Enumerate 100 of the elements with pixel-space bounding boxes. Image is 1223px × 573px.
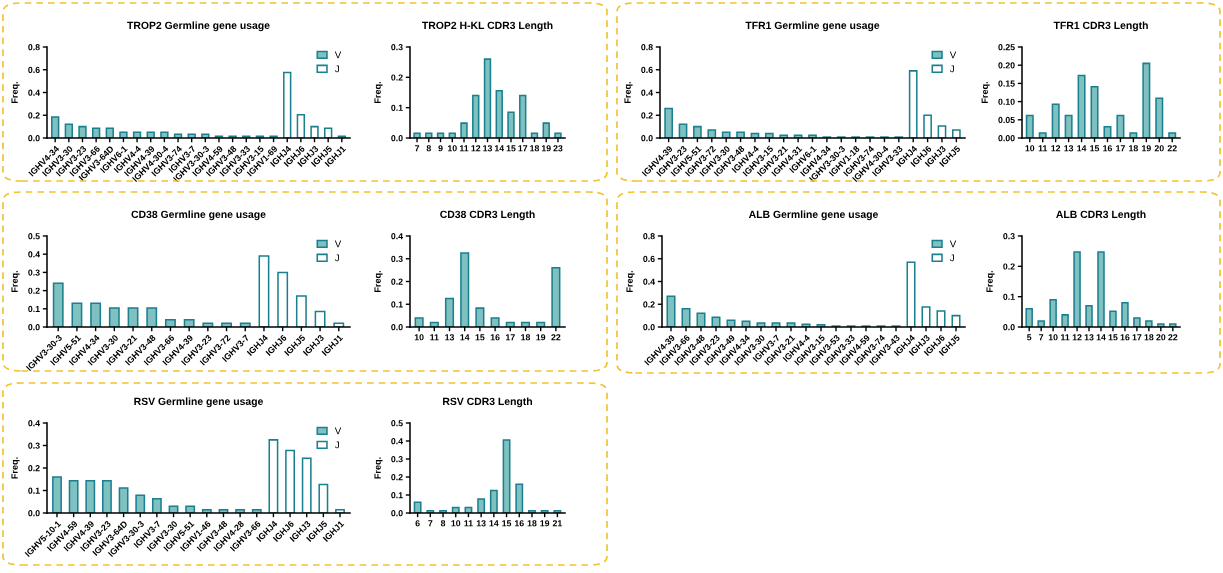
- y-tick-label: 0.25: [998, 44, 1015, 51]
- y-tick-label: 0.4: [391, 233, 404, 240]
- x-tick-label: 15: [502, 520, 512, 527]
- x-tick-label: 9: [438, 145, 443, 152]
- x-tick-label: 11: [459, 145, 469, 152]
- x-tick-label: 15: [475, 334, 485, 341]
- x-tick-label: 18: [521, 334, 531, 341]
- legend-label: J: [334, 441, 339, 449]
- legend-label: V: [949, 240, 957, 248]
- x-tick-label: 7: [1039, 334, 1044, 341]
- y-tick-label: 0.3: [1003, 233, 1015, 240]
- y-tick-label: 0.2: [391, 278, 403, 285]
- y-axis-title: Freq.: [624, 82, 633, 103]
- x-tick-label: 17: [1132, 334, 1142, 341]
- x-tick-label: 18: [530, 145, 540, 152]
- y-axis-title: Freq.: [11, 271, 20, 292]
- x-tick-label: 18: [1129, 145, 1138, 152]
- legend-label: J: [949, 65, 954, 73]
- x-tick-label: 12: [471, 145, 481, 152]
- chart-title: TROP2 Germline gene usage: [127, 21, 270, 32]
- x-tick-label: 18: [527, 520, 537, 527]
- x-tick-label: 13: [445, 334, 455, 341]
- y-tick-label: 0.0: [1003, 324, 1015, 331]
- y-tick-label: 0.2: [391, 74, 403, 81]
- x-tick-label: 20: [1154, 145, 1164, 152]
- y-tick-label: 0.2: [28, 465, 40, 472]
- y-tick-label: 0.10: [998, 98, 1015, 105]
- x-tick-label: 5: [1027, 334, 1032, 341]
- y-tick-label: 0.0: [28, 510, 40, 517]
- chart-title: ALB Germline gene usage: [748, 210, 878, 221]
- y-tick-label: 0.6: [28, 66, 40, 74]
- chart-title: TFR1 Germline gene usage: [745, 21, 880, 32]
- x-tick-label: 19: [541, 145, 551, 152]
- x-tick-label: 14: [1077, 145, 1087, 152]
- x-tick-label: 10: [447, 145, 457, 152]
- x-tick-label: 7: [414, 145, 420, 152]
- x-tick-label: 16: [1103, 145, 1113, 152]
- x-tick-label: 7: [428, 520, 433, 527]
- chart-title: CD38 Germline gene usage: [131, 210, 266, 221]
- x-tick-label: 12: [1051, 145, 1061, 152]
- legend-label: J: [334, 254, 339, 262]
- y-tick-label: 0.3: [28, 269, 40, 276]
- chart-title: CD38 CDR3 Length: [440, 210, 535, 221]
- legend-label: V: [334, 427, 342, 435]
- y-tick-label: 0.0: [28, 324, 40, 331]
- x-tick-label: 14: [494, 145, 505, 152]
- x-tick-label: 11: [464, 520, 473, 527]
- legend-label: J: [334, 65, 339, 73]
- y-tick-label: 0.8: [641, 44, 653, 51]
- legend-label: V: [949, 51, 957, 59]
- y-tick-label: 0.0: [391, 510, 403, 517]
- y-tick-label: 0.3: [391, 44, 403, 51]
- x-tick-label: 23: [553, 145, 563, 152]
- y-axis-title: Freq.: [11, 82, 20, 103]
- x-tick-label: 17: [505, 334, 515, 341]
- y-tick-label: 0.1: [391, 492, 403, 499]
- y-tick-label: 0.8: [643, 233, 655, 240]
- chart-title: ALB CDR3 Length: [1056, 210, 1146, 221]
- x-tick-label: 10: [1025, 145, 1035, 152]
- y-tick-label: 0.0: [391, 135, 403, 142]
- y-tick-label: 0.4: [643, 278, 656, 285]
- y-tick-label: 0.15: [998, 80, 1015, 87]
- x-tick-label: 20: [1156, 334, 1166, 341]
- y-axis-title: Freq.: [374, 271, 383, 292]
- y-tick-label: 0.3: [391, 456, 403, 463]
- chart-title: TROP2 H-KL CDR3 Length: [422, 21, 553, 32]
- x-tick-label: 18: [1144, 334, 1154, 341]
- x-tick-label: 13: [483, 145, 493, 152]
- y-tick-label: 0.2: [391, 474, 403, 481]
- chart-title: TFR1 CDR3 Length: [1053, 21, 1148, 32]
- x-tick-label: 16: [1120, 334, 1130, 341]
- y-tick-label: 0.8: [28, 44, 40, 51]
- x-tick-label: 17: [1116, 145, 1125, 152]
- y-tick-label: 0.0: [391, 324, 403, 331]
- x-tick-label: 13: [1064, 145, 1074, 152]
- y-tick-label: 0.6: [641, 66, 653, 74]
- y-axis-title: Freq.: [986, 271, 995, 292]
- x-tick-label: 14: [1096, 334, 1106, 341]
- y-tick-label: 0.4: [28, 89, 41, 96]
- x-tick-label: 11: [1038, 145, 1048, 152]
- y-tick-label: 0.5: [391, 420, 403, 427]
- y-tick-label: 0.00: [998, 135, 1015, 142]
- x-tick-label: 10: [414, 334, 424, 341]
- x-tick-label: 22: [551, 334, 561, 341]
- y-tick-label: 0.2: [641, 112, 653, 119]
- y-tick-label: 0.4: [28, 251, 41, 258]
- x-tick-label: 22: [1167, 145, 1177, 152]
- x-tick-label: 12: [1072, 334, 1082, 341]
- chart-title: RSV CDR3 Length: [443, 397, 532, 408]
- x-tick-label: 10: [451, 520, 461, 527]
- x-tick-label: 15: [506, 145, 516, 152]
- y-axis-title: Freq.: [374, 82, 383, 103]
- x-tick-label: 11: [1061, 334, 1070, 341]
- x-tick-label: 21: [552, 520, 562, 527]
- x-tick-label: 16: [490, 334, 500, 341]
- x-tick-label: 15: [1108, 334, 1118, 341]
- x-tick-label: 17: [518, 145, 528, 152]
- x-tick-label: 13: [1084, 334, 1094, 341]
- y-tick-label: 0.2: [643, 301, 655, 308]
- y-tick-label: 0.3: [391, 255, 403, 263]
